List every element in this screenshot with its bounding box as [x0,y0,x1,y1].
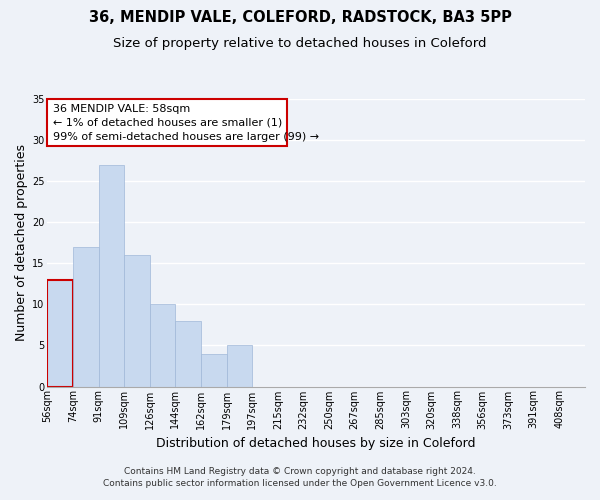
Text: Contains HM Land Registry data © Crown copyright and database right 2024.: Contains HM Land Registry data © Crown c… [124,468,476,476]
Text: 36 MENDIP VALE: 58sqm
← 1% of detached houses are smaller (1)
99% of semi-detach: 36 MENDIP VALE: 58sqm ← 1% of detached h… [53,104,319,142]
Text: Size of property relative to detached houses in Coleford: Size of property relative to detached ho… [113,38,487,51]
Bar [150,304,175,386]
Bar [98,164,124,386]
Bar [124,255,150,386]
Text: 36, MENDIP VALE, COLEFORD, RADSTOCK, BA3 5PP: 36, MENDIP VALE, COLEFORD, RADSTOCK, BA3… [89,10,511,25]
Y-axis label: Number of detached properties: Number of detached properties [15,144,28,342]
Bar [201,354,227,386]
Bar [175,321,201,386]
FancyBboxPatch shape [47,99,287,146]
Bar [227,346,252,387]
Bar [73,247,98,386]
X-axis label: Distribution of detached houses by size in Coleford: Distribution of detached houses by size … [157,437,476,450]
Bar [47,280,73,386]
Text: Contains public sector information licensed under the Open Government Licence v3: Contains public sector information licen… [103,478,497,488]
